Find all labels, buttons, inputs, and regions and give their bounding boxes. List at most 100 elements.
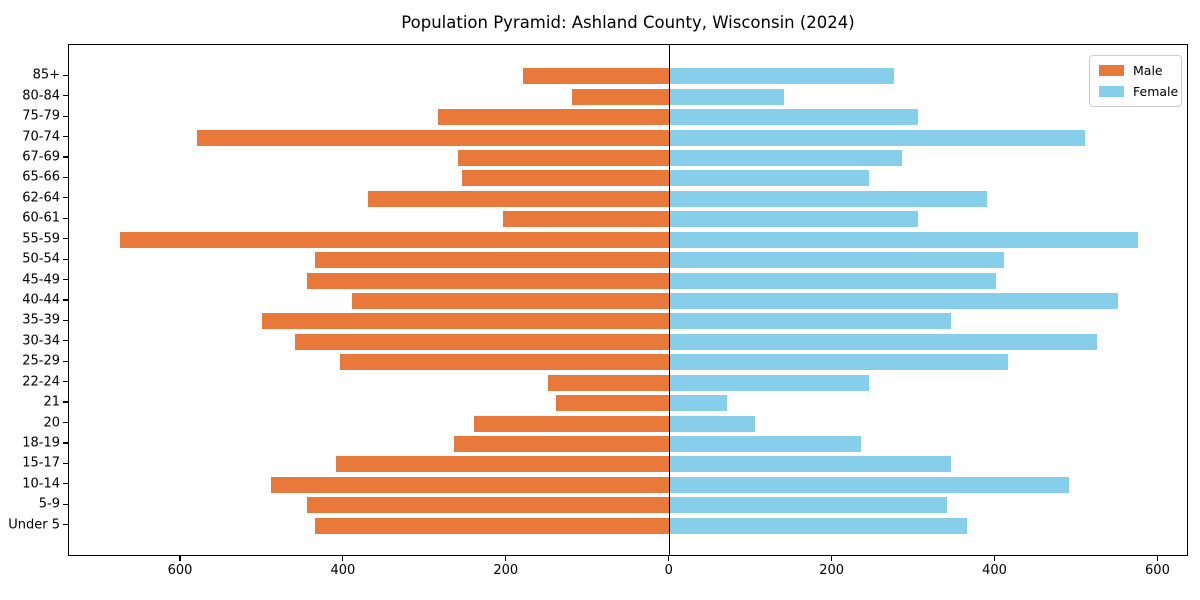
- y-tick-mark: [63, 258, 68, 260]
- male-bar: [368, 190, 670, 207]
- y-tick-mark: [63, 401, 68, 403]
- zero-axis-line: [668, 45, 671, 555]
- y-tick-mark: [63, 136, 68, 138]
- x-tick-mark: [1156, 556, 1159, 561]
- female-bar: [669, 313, 951, 330]
- y-axis-label: 55-59: [22, 231, 60, 247]
- y-tick-mark: [63, 278, 68, 281]
- y-axis-label: Under 5: [8, 517, 60, 533]
- male-color-swatch: [1099, 65, 1124, 76]
- y-tick-mark: [63, 442, 68, 444]
- male-bar: [307, 272, 670, 289]
- female-bar: [669, 333, 1098, 350]
- female-bar: [669, 88, 784, 105]
- y-axis-label: 62-64: [22, 190, 60, 206]
- y-axis-label: 70-74: [22, 129, 60, 145]
- x-tick-mark: [342, 556, 344, 561]
- female-bar: [669, 435, 862, 452]
- y-axis-label: 50-54: [22, 251, 60, 267]
- female-bar: [669, 354, 1008, 371]
- y-tick-mark: [63, 503, 68, 505]
- y-tick-mark: [63, 95, 68, 97]
- y-tick-mark: [63, 483, 68, 485]
- y-tick-mark: [63, 217, 68, 219]
- female-bar: [669, 231, 1139, 248]
- legend-label-male: Male: [1133, 63, 1163, 78]
- female-bar: [669, 517, 968, 534]
- female-bar: [669, 252, 1004, 269]
- male-bar: [119, 231, 670, 248]
- y-tick-mark: [63, 340, 68, 342]
- male-bar: [555, 395, 670, 412]
- male-bar: [352, 293, 670, 309]
- x-tick-mark: [831, 556, 833, 561]
- male-bar: [462, 170, 670, 187]
- male-bar: [474, 415, 670, 432]
- y-axis-label: 35-39: [22, 312, 60, 328]
- female-bar: [669, 68, 894, 85]
- female-bar: [669, 129, 1086, 146]
- x-axis-label: 600: [167, 563, 193, 578]
- chart-title: Population Pyramid: Ashland County, Wisc…: [401, 13, 855, 32]
- y-axis-label: 67-69: [22, 149, 60, 165]
- male-bar: [295, 333, 670, 350]
- male-bar: [335, 456, 670, 473]
- y-axis-label: 22-24: [22, 374, 60, 390]
- y-tick-mark: [63, 176, 68, 179]
- y-tick-mark: [63, 381, 68, 383]
- y-tick-mark: [63, 524, 68, 526]
- x-axis-label: 200: [819, 563, 845, 578]
- y-axis-label: 60-61: [22, 210, 60, 226]
- female-bar: [669, 497, 947, 514]
- male-bar: [315, 517, 670, 534]
- x-tick-mark: [505, 556, 507, 561]
- male-bar: [457, 150, 670, 167]
- female-bar: [669, 456, 951, 473]
- male-bar: [571, 88, 670, 105]
- male-bar: [547, 374, 670, 391]
- female-bar: [669, 109, 919, 126]
- female-bar: [669, 374, 870, 391]
- plot-area: [68, 44, 1188, 556]
- female-bar: [669, 395, 727, 412]
- female-bar: [669, 190, 988, 207]
- y-tick-mark: [63, 299, 68, 301]
- legend: Male Female: [1089, 55, 1182, 107]
- y-tick-mark: [63, 360, 68, 362]
- male-bar: [197, 129, 670, 146]
- y-tick-mark: [63, 462, 68, 464]
- y-axis-label: 65-66: [22, 169, 60, 185]
- x-axis-label: 200: [493, 563, 519, 578]
- female-bar: [669, 476, 1069, 493]
- y-axis-label: 15-17: [22, 455, 60, 471]
- x-axis-label: 0: [664, 563, 673, 578]
- female-bar: [669, 211, 919, 228]
- female-bar: [669, 415, 756, 432]
- y-tick-mark: [63, 238, 68, 240]
- y-tick-mark: [63, 115, 68, 117]
- x-axis-label: 400: [982, 563, 1007, 578]
- legend-label-female: Female: [1133, 84, 1179, 99]
- male-bar: [339, 354, 670, 371]
- y-axis-label: 18-19: [22, 435, 60, 451]
- x-tick-mark: [993, 556, 996, 561]
- y-tick-mark: [63, 74, 68, 76]
- male-bar: [502, 211, 670, 228]
- y-axis-label: 10-14: [22, 476, 60, 492]
- y-tick-mark: [63, 421, 68, 424]
- male-bar: [523, 68, 670, 85]
- female-bar: [669, 170, 870, 187]
- y-axis-label: 45-49: [22, 272, 60, 288]
- y-axis-label: 80-84: [22, 88, 60, 104]
- female-color-swatch: [1099, 86, 1124, 97]
- y-axis-label: 75-79: [22, 108, 60, 124]
- male-bar: [270, 476, 670, 493]
- male-bar: [307, 497, 670, 514]
- y-axis-label: 25-29: [22, 353, 60, 369]
- y-axis-label: 30-34: [22, 333, 60, 349]
- x-tick-mark: [179, 556, 181, 561]
- x-axis-label: 400: [330, 563, 356, 578]
- y-tick-mark: [63, 319, 68, 321]
- y-axis-label: 85+: [32, 67, 60, 83]
- y-tick-mark: [63, 156, 68, 158]
